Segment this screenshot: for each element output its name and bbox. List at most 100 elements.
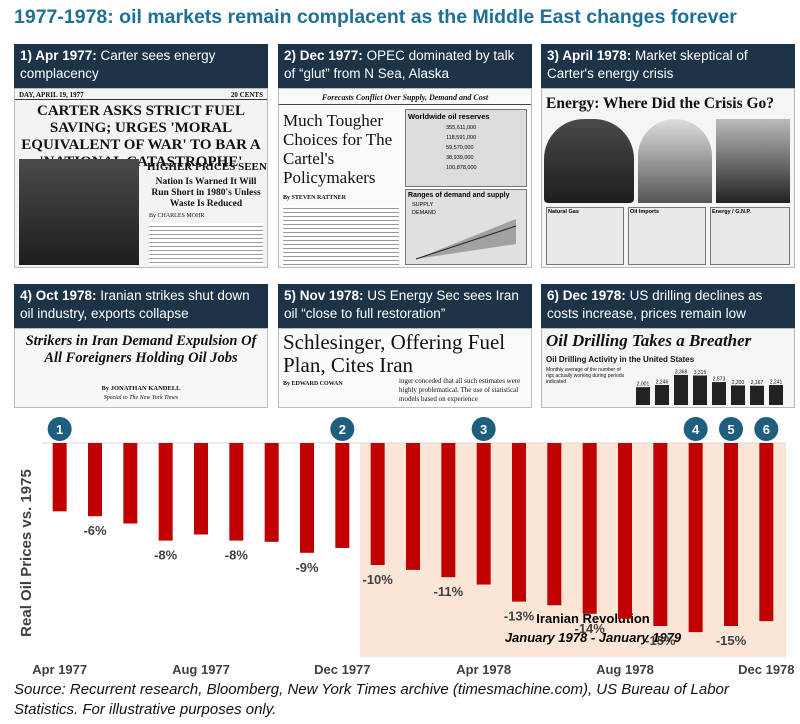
panel-header: 4) Oct 1978: Iranian strikes shut down o…	[14, 284, 268, 328]
panel-header: 2) Dec 1977: OPEC dominated by talk of “…	[278, 44, 532, 88]
panel-apr-1978: 3) April 1978: Market skeptical of Carte…	[541, 44, 795, 268]
data-label: -8%	[225, 548, 249, 563]
reserve-value: 355,611,000	[446, 125, 477, 131]
price-bar	[229, 443, 244, 541]
rig-bar	[636, 387, 650, 405]
reserve-value: 38,939,000	[446, 155, 474, 161]
article-text	[283, 205, 399, 265]
event-marker-label: 6	[763, 422, 770, 437]
data-label: -11%	[434, 584, 464, 599]
supply-demand-chart: Ranges of demand and supply SUPPLY DEMAND	[405, 189, 527, 265]
panel-date: 1) Apr 1977:	[20, 48, 97, 63]
panel-oct-1978: 4) Oct 1978: Iranian strikes shut down o…	[14, 284, 268, 408]
data-label: -13%	[504, 609, 535, 624]
man-photo	[716, 119, 790, 203]
data-label: -15%	[645, 633, 676, 648]
reserves-chart-title: Worldwide oil reserves	[408, 112, 490, 121]
reserve-value: 59,570,000	[446, 145, 474, 151]
rig-bar	[655, 384, 669, 405]
event-marker	[47, 417, 72, 441]
carter-photo	[19, 159, 139, 265]
data-label: -14%	[574, 621, 605, 636]
panel-header: 3) April 1978: Market skeptical of Carte…	[541, 44, 795, 88]
oil-imports-chart: Oil Imports	[628, 207, 706, 265]
price-bar	[194, 443, 208, 535]
newspaper-deck: Nation Is Warned It Will Run Short in 19…	[151, 177, 261, 209]
price-bar	[264, 443, 279, 542]
price-bar	[618, 443, 632, 619]
y-axis-label: Real Oil Prices vs. 1975	[18, 469, 35, 637]
rig-label: 3,315	[694, 370, 707, 376]
newspaper-subhead: Oil Drilling Activity in the United Stat…	[546, 355, 695, 364]
panel-header: 1) Apr 1977: Carter sees energy complace…	[14, 44, 268, 88]
newspaper-clipping: Forecasts Conflict Over Supply, Demand a…	[278, 88, 532, 268]
panel-header: 5) Nov 1978: US Energy Sec sees Iran oil…	[278, 284, 532, 328]
rig-label: 2,001	[637, 382, 650, 388]
rig-label: 2,167	[751, 380, 764, 386]
price-bar	[653, 443, 668, 626]
reserve-value: 100,878,000	[446, 165, 477, 171]
newspaper-byline: By STEVEN RATTNER	[283, 195, 346, 201]
newspaper-byline: By JONATHAN KANDELL	[101, 385, 181, 392]
price-bar	[123, 443, 138, 524]
event-marker	[330, 417, 355, 441]
price-bar	[582, 443, 597, 614]
newspaper-price: 20 CENTS	[230, 91, 263, 99]
newspaper-deck: Monthly average of the number of rigs ac…	[546, 367, 625, 385]
region-sublabel: January 1978 - January 1979	[505, 630, 682, 645]
panel-apr-1977: 1) Apr 1977: Carter sees energy complace…	[14, 44, 268, 268]
reserve-value: 118,591,000	[446, 135, 477, 141]
rig-bar	[693, 375, 707, 405]
source-note: Source: Recurrent research, Bloomberg, N…	[14, 681, 729, 718]
newspaper-headline: Energy: Where Did the Crisis Go?	[546, 95, 775, 112]
panel-date: 4) Oct 1978:	[20, 288, 97, 303]
newspaper-clipping: Oil Drilling Takes a Breather Oil Drilli…	[541, 328, 795, 408]
rig-bar	[769, 385, 783, 405]
x-tick-label: Dec 1977	[314, 662, 370, 677]
oil-price-chart: Iranian Revolution January 1978 - January…	[0, 408, 800, 690]
newspaper-clipping: Schlesinger, Offering Fuel Plan, Cites I…	[278, 328, 532, 408]
price-bar	[476, 443, 491, 585]
event-marker-label: 2	[339, 422, 346, 437]
carter-photo	[544, 119, 634, 203]
panel-date: 3) April 1978:	[547, 48, 632, 63]
data-label: -15%	[716, 633, 747, 648]
price-bar	[335, 443, 350, 548]
newspaper-clipping: Strikers in Iran Demand Expulsion Of All…	[14, 328, 268, 408]
x-tick-label: Apr 1978	[456, 662, 511, 677]
supply-demand-title: Ranges of demand and supply	[408, 192, 510, 199]
rig-label: 2,573	[713, 377, 726, 383]
rig-bars: 2,001 2,246 3,368 3,315 2,573 2,200 2,167 2,241	[636, 370, 783, 405]
rig-bar	[674, 375, 688, 405]
panel-nov-1978: 5) Nov 1978: US Energy Sec sees Iran oil…	[278, 284, 532, 408]
event-marker-label: 5	[727, 422, 734, 437]
panel-header: 6) Dec 1978: US drilling declines as cos…	[541, 284, 795, 328]
x-tick-label: Apr 1977	[32, 662, 87, 677]
newspaper-dateline: Special to The New York Times	[103, 395, 179, 401]
price-bar	[158, 443, 173, 541]
supply-demand-legend: SUPPLY DEMAND	[406, 201, 526, 217]
panel-dec-1978: 6) Dec 1978: US drilling declines as cos…	[541, 284, 795, 408]
event-marker-label: 4	[692, 422, 700, 437]
event-marker-label: 3	[480, 422, 487, 437]
newspaper-clipping: DAY, APRIL 19, 1977 20 CENTS CARTER ASKS …	[14, 88, 268, 268]
price-bar	[370, 443, 385, 565]
newspaper-headline: Oil Drilling Takes a Breather	[546, 331, 752, 350]
data-label: -6%	[83, 523, 107, 538]
price-bar	[724, 443, 738, 626]
rig-bar	[712, 382, 726, 405]
data-label: -9%	[295, 560, 319, 575]
data-label: -8%	[154, 548, 178, 563]
price-bar	[406, 443, 420, 570]
panel-caption: Iranian strikes shut down oil industry, …	[20, 288, 250, 321]
rig-bar	[731, 385, 745, 405]
article-snippet: inger conceded that all such estimates w…	[399, 377, 521, 403]
rig-label: 2,200	[732, 380, 745, 386]
panel-caption: Market skeptical of Carter's energy cris…	[547, 48, 748, 81]
price-bar	[688, 443, 703, 633]
event-marker	[683, 417, 708, 441]
reserves-values: 355,611,000 118,591,000 59,570,000 38,939,0…	[406, 123, 526, 173]
newspaper-headline: Much Tougher Choices for The Cartel's Po…	[283, 111, 393, 187]
price-bar	[759, 443, 774, 622]
